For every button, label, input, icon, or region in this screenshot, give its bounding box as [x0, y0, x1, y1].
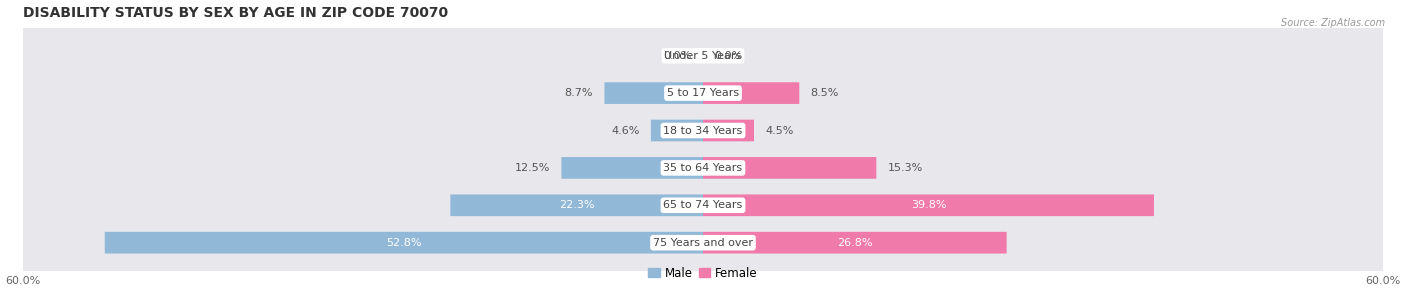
FancyBboxPatch shape [21, 19, 1385, 92]
Text: 52.8%: 52.8% [387, 238, 422, 248]
Text: 8.7%: 8.7% [565, 88, 593, 98]
Text: 26.8%: 26.8% [837, 238, 873, 248]
FancyBboxPatch shape [703, 157, 876, 179]
FancyBboxPatch shape [450, 195, 703, 216]
Text: 4.5%: 4.5% [765, 126, 794, 136]
FancyBboxPatch shape [21, 132, 1385, 204]
FancyBboxPatch shape [703, 82, 799, 104]
FancyBboxPatch shape [21, 169, 1385, 242]
FancyBboxPatch shape [703, 120, 754, 141]
Text: Under 5 Years: Under 5 Years [665, 51, 741, 61]
Text: DISABILITY STATUS BY SEX BY AGE IN ZIP CODE 70070: DISABILITY STATUS BY SEX BY AGE IN ZIP C… [22, 5, 449, 19]
Text: 18 to 34 Years: 18 to 34 Years [664, 126, 742, 136]
Text: 8.5%: 8.5% [811, 88, 839, 98]
FancyBboxPatch shape [21, 94, 1385, 167]
Text: 12.5%: 12.5% [515, 163, 550, 173]
Text: 15.3%: 15.3% [887, 163, 922, 173]
Text: 4.6%: 4.6% [612, 126, 640, 136]
Text: 65 to 74 Years: 65 to 74 Years [664, 200, 742, 210]
FancyBboxPatch shape [703, 195, 1154, 216]
Text: 0.0%: 0.0% [714, 51, 742, 61]
FancyBboxPatch shape [605, 82, 703, 104]
FancyBboxPatch shape [21, 206, 1385, 279]
Text: Source: ZipAtlas.com: Source: ZipAtlas.com [1281, 18, 1385, 28]
FancyBboxPatch shape [703, 232, 1007, 254]
FancyBboxPatch shape [105, 232, 703, 254]
FancyBboxPatch shape [21, 57, 1385, 130]
FancyBboxPatch shape [651, 120, 703, 141]
Text: 5 to 17 Years: 5 to 17 Years [666, 88, 740, 98]
Text: 35 to 64 Years: 35 to 64 Years [664, 163, 742, 173]
Text: 75 Years and over: 75 Years and over [652, 238, 754, 248]
FancyBboxPatch shape [561, 157, 703, 179]
Text: 39.8%: 39.8% [911, 200, 946, 210]
Legend: Male, Female: Male, Female [644, 262, 762, 284]
Text: 0.0%: 0.0% [664, 51, 692, 61]
Text: 22.3%: 22.3% [560, 200, 595, 210]
